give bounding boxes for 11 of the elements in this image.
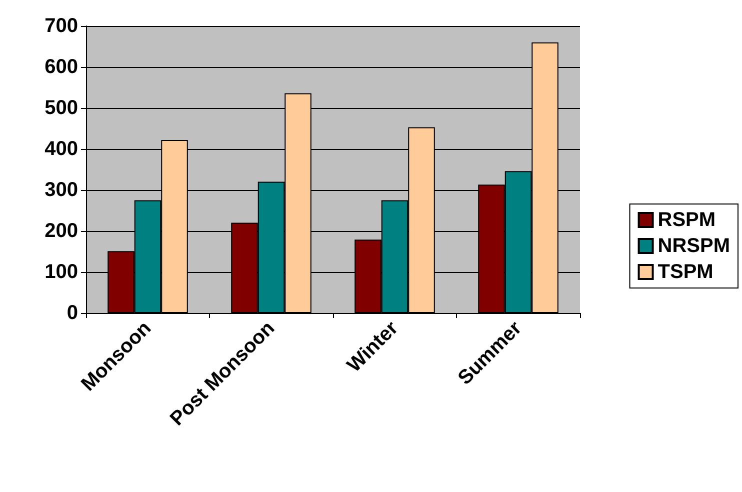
legend-label: NRSPM	[658, 235, 730, 257]
legend-label: TSPM	[658, 261, 714, 283]
y-tick-label: 100	[44, 261, 78, 283]
y-tick-label: 700	[44, 15, 78, 37]
y-tick-label: 0	[66, 302, 78, 324]
legend-label: RSPM	[658, 209, 716, 231]
y-tick-label: 400	[44, 138, 78, 160]
y-tick-label: 300	[44, 179, 78, 201]
y-tick-label: 500	[44, 97, 78, 119]
y-tick-label: 200	[44, 220, 78, 242]
y-tick-label: 600	[44, 56, 78, 78]
